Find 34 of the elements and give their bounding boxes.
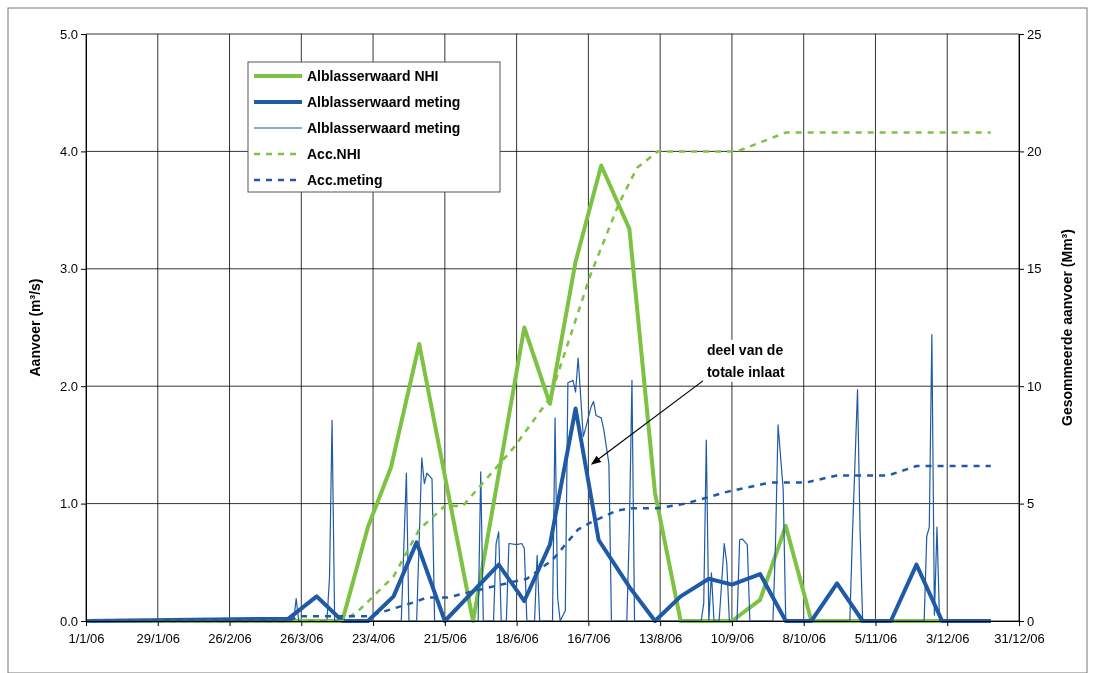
x-tick-label: 18/6/06 xyxy=(495,631,539,647)
x-tick-label: 10/9/06 xyxy=(710,631,755,647)
x-tick-label: 21/5/06 xyxy=(423,631,468,647)
y-tick-label: 0.0 xyxy=(59,613,78,629)
x-tick-label: 26/2/06 xyxy=(208,631,252,647)
y-tick-label: 2.0 xyxy=(59,378,78,394)
x-tick-label: 23/4/06 xyxy=(351,631,396,647)
x-tick-label: 31/12/06 xyxy=(994,631,1045,647)
legend-label: Alblasserwaard meting xyxy=(307,120,461,136)
x-tick-label: 29/1/06 xyxy=(136,631,180,647)
y2-tick-label: 15 xyxy=(1027,261,1042,277)
legend-label: Acc.NHI xyxy=(307,146,361,162)
annotation: deel van de totale inlaat xyxy=(706,341,786,380)
y-tick-label: 1.0 xyxy=(59,496,78,512)
y-tick-label: 5.0 xyxy=(59,26,78,42)
x-tick-label: 13/8/06 xyxy=(638,631,683,647)
legend-label: Alblasserwaard NHI xyxy=(307,68,439,84)
y2-tick-label: 25 xyxy=(1027,26,1042,42)
x-tick-label: 3/12/06 xyxy=(926,631,970,647)
legend-label: Alblasserwaard meting xyxy=(307,94,461,110)
legend-label: Acc.meting xyxy=(307,172,383,188)
y2-tick-label: 10 xyxy=(1027,378,1042,394)
y2-tick-label: 0 xyxy=(1027,613,1035,629)
x-tick-label: 26/3/06 xyxy=(280,631,324,647)
x-tick-label: 16/7/06 xyxy=(567,631,611,647)
x-tick-label: 8/10/06 xyxy=(782,631,826,647)
x-tick-label: 5/11/06 xyxy=(854,631,898,647)
y-tick-label: 4.0 xyxy=(59,144,78,160)
y-tick-label: 3.0 xyxy=(59,261,78,277)
x-tick-label: 1/1/06 xyxy=(68,631,105,647)
y2-axis-title: Gesommeerde aanvoer (Mm³) xyxy=(1059,229,1075,426)
y-axis-title: Aanvoer (m³/s) xyxy=(27,278,43,377)
y2-tick-label: 20 xyxy=(1027,144,1042,160)
y2-tick-label: 5 xyxy=(1027,496,1035,512)
